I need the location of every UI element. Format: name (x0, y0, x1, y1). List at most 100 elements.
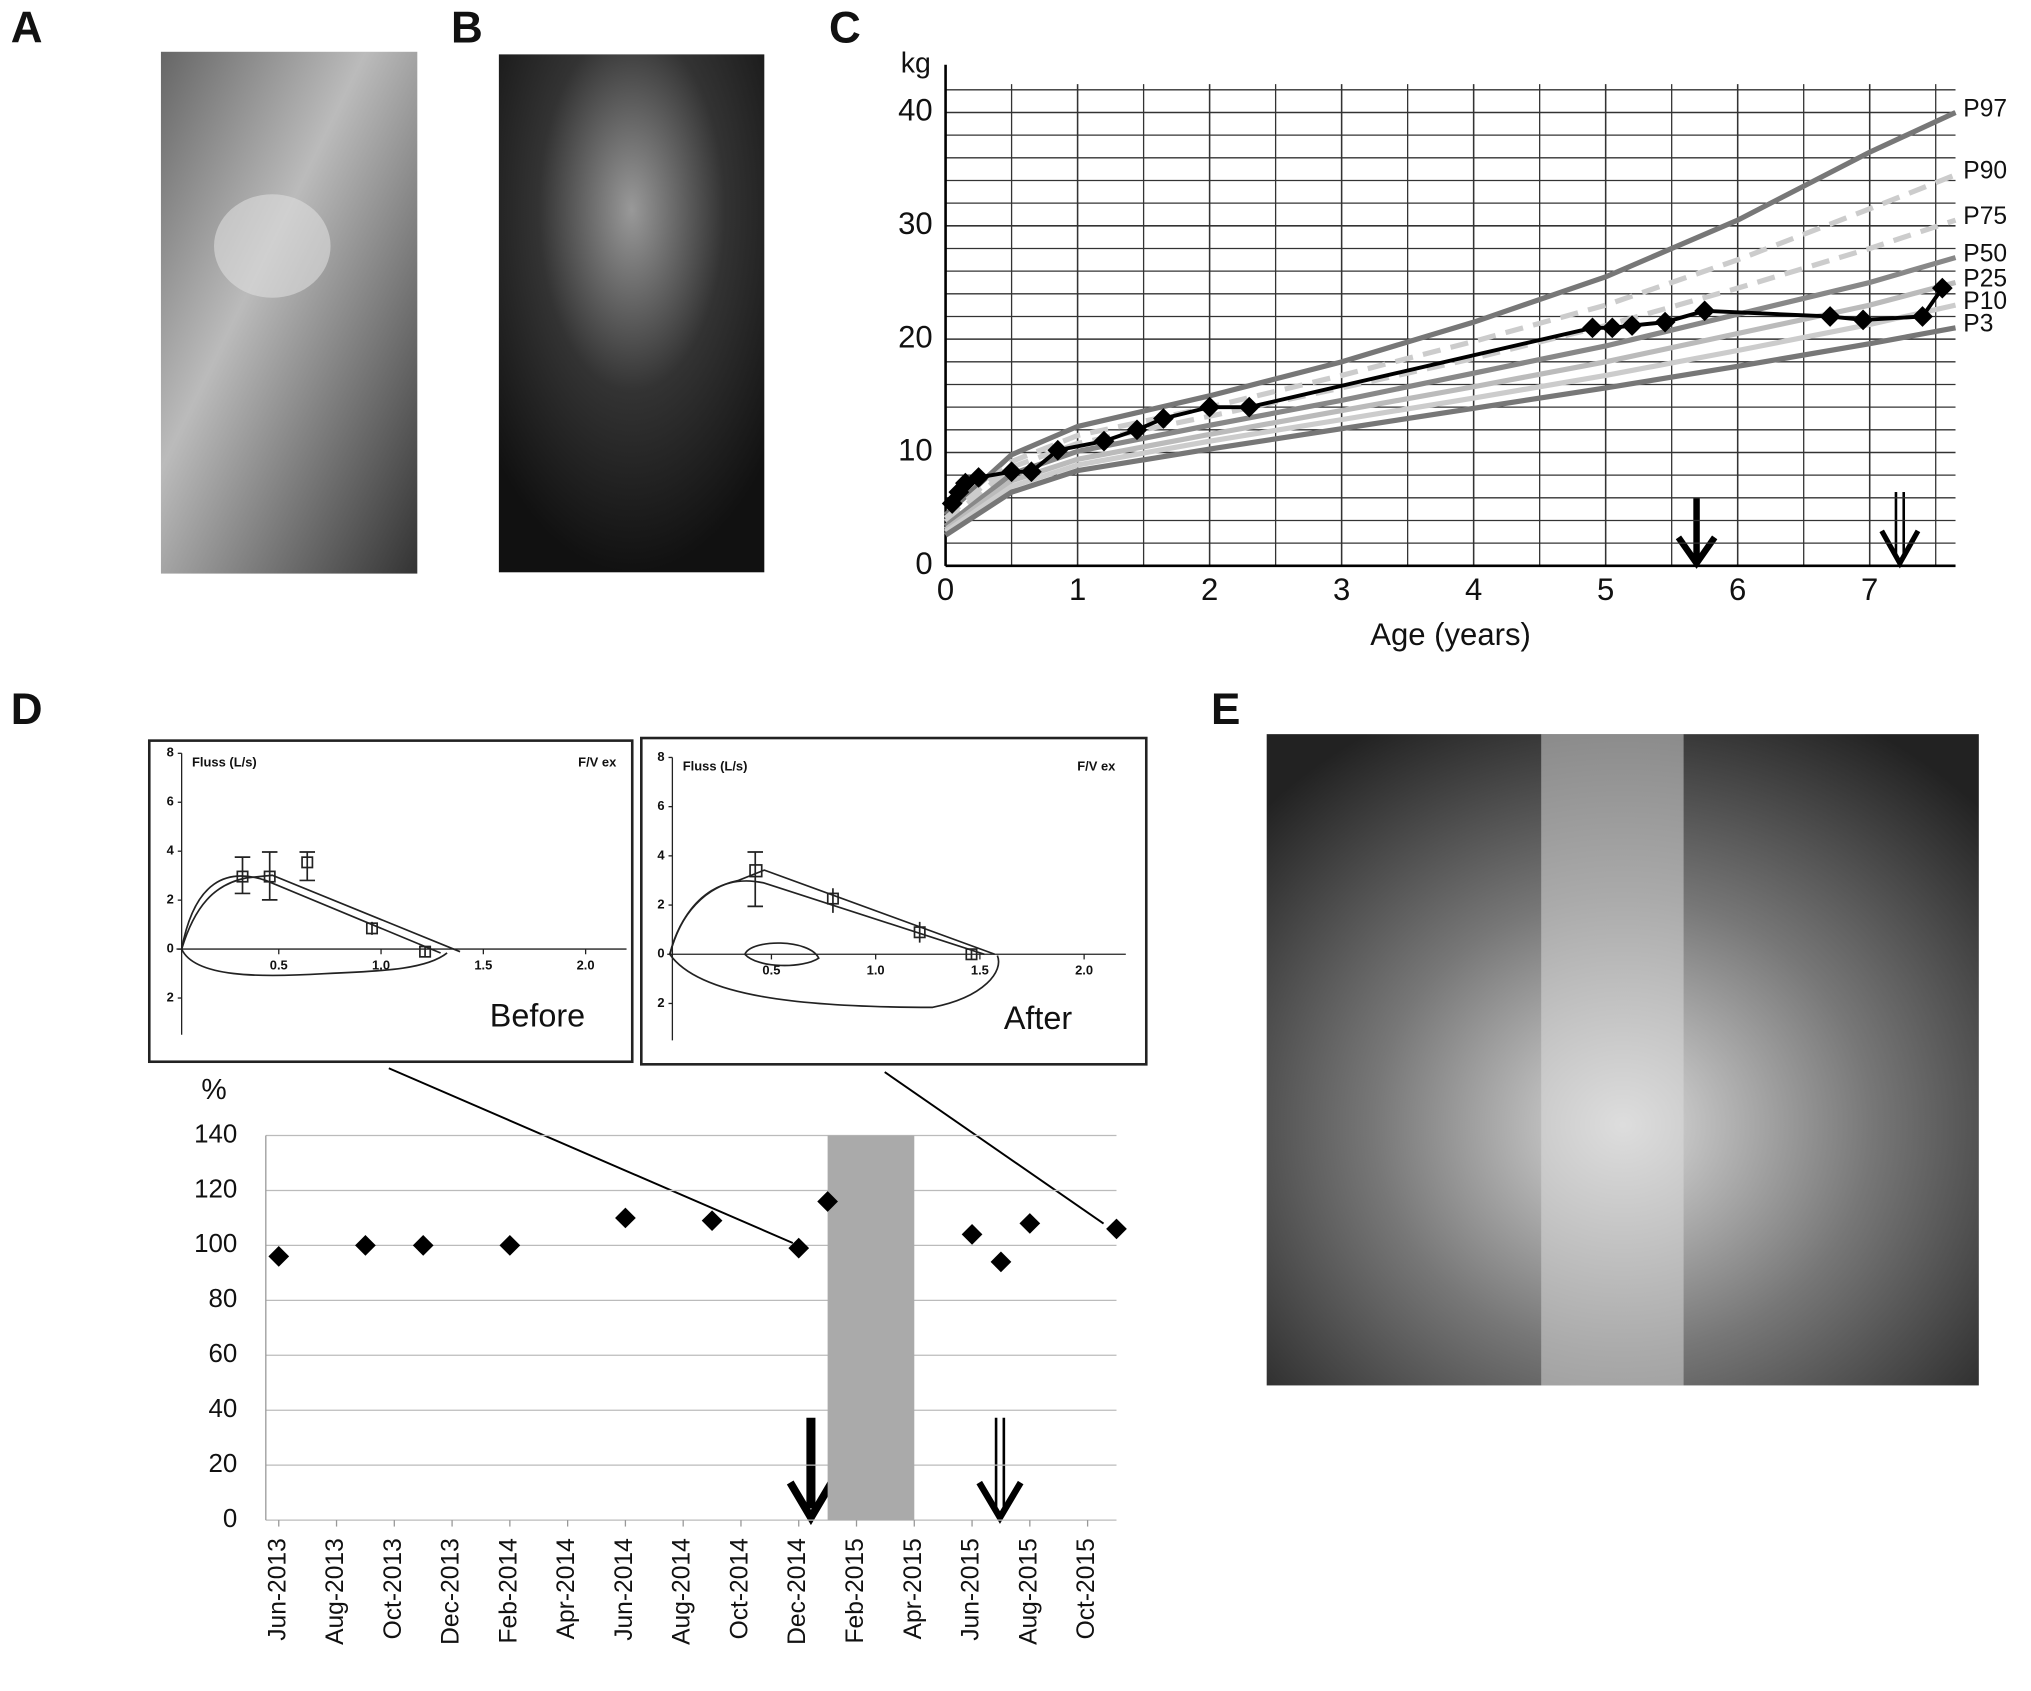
x-tick-label: Feb-2014 (495, 1538, 522, 1643)
inset-label: After (1004, 1000, 1073, 1036)
y-tick-label: 60 (209, 1340, 238, 1368)
xray-shoulder (160, 51, 418, 574)
data-point (1021, 461, 1042, 483)
series-line (944, 279, 1957, 532)
data-point (1126, 419, 1148, 441)
series-line (943, 172, 1957, 521)
x-tick-label: 5 (1597, 572, 1614, 607)
x-tick-label: 2 (1201, 572, 1218, 607)
bone-head (214, 194, 331, 298)
data-point (1106, 1218, 1127, 1240)
panel-label: A (11, 4, 43, 53)
data-point (701, 1210, 723, 1232)
x-tick-label: Oct-2015 (1073, 1538, 1100, 1639)
inset-y-tick-label: 2 (657, 896, 664, 911)
data-point (1093, 430, 1115, 452)
inset-y-tick-label: 4 (657, 847, 665, 862)
y-tick-label: 80 (209, 1285, 238, 1313)
inset-x-tick-label: 1.0 (867, 963, 885, 978)
panel-labels: A B C D E (11, 4, 1241, 734)
legend-label: P3 (1963, 311, 1993, 338)
legend-label: P25 (1963, 265, 2007, 292)
inset-x-tick-label: 0.5 (762, 963, 780, 978)
inset-mode: F/V ex (578, 755, 617, 770)
x-tick-label: Dec-2014 (784, 1538, 811, 1645)
inset-y-tick-label: 2 (167, 892, 174, 907)
x-axis-label: Age (years) (1370, 617, 1531, 652)
inset-y-tick-label: 4 (167, 843, 175, 858)
mri-arm (498, 54, 765, 573)
y-axis-label: % (201, 1074, 226, 1106)
inset-x-tick-label: 0.5 (270, 957, 288, 972)
data-point (1047, 439, 1069, 461)
data-point (1912, 306, 1933, 327)
data-point (1582, 317, 1603, 339)
mediastinum (1541, 734, 1684, 1386)
inset-title: Fluss (L/s) (192, 755, 257, 770)
inset-x-tick-label: 1.5 (971, 963, 989, 978)
data-point (1621, 315, 1643, 336)
data-point (268, 1246, 290, 1267)
panel-label: C (829, 4, 861, 53)
data-point (961, 1224, 983, 1245)
inset-y-tick-label: 2 (167, 989, 174, 1004)
inset-title: Fluss (L/s) (683, 759, 748, 774)
inset-after (640, 736, 1148, 1066)
y-tick-label: 140 (194, 1120, 237, 1148)
inset-y-tick-label: 2 (657, 995, 664, 1010)
data-point (1019, 1213, 1041, 1234)
data-point (1819, 306, 1841, 327)
data-point (1694, 300, 1716, 322)
x-tick-label: 4 (1465, 572, 1482, 607)
inset-x-tick-label: 1.5 (474, 957, 492, 972)
y-axis-label: kg (901, 47, 931, 79)
data-point (1001, 461, 1022, 483)
x-tick-label: Apr-2015 (900, 1538, 927, 1639)
inset-label: Before (490, 997, 585, 1033)
x-tick-label: Jun-2014 (611, 1538, 638, 1641)
inset-y-tick-label: 0 (167, 941, 174, 956)
x-tick-label: Jun-2015 (958, 1538, 985, 1641)
panel-label: B (451, 4, 483, 53)
x-tick-label: Oct-2014 (726, 1538, 753, 1639)
y-tick-label: 0 (223, 1505, 237, 1533)
data-point (1931, 277, 1953, 299)
data-point (788, 1237, 810, 1259)
legend-label: P10 (1963, 288, 2007, 315)
x-tick-label: 6 (1729, 572, 1746, 607)
x-tick-label: 1 (1069, 572, 1086, 607)
legend-label: P97 (1963, 95, 2007, 122)
inset-y-tick-label: 6 (167, 794, 174, 809)
data-point (412, 1235, 434, 1256)
data-point (1153, 408, 1174, 429)
series-line (943, 217, 1957, 524)
x-tick-label: Feb-2015 (842, 1538, 869, 1643)
legend-label: P50 (1963, 240, 2007, 267)
x-tick-label: Aug-2014 (669, 1538, 696, 1645)
inset-y-tick-label: 8 (657, 749, 664, 764)
y-tick-label: 0 (915, 546, 932, 581)
data-point (817, 1191, 838, 1212)
x-tick-label: Oct-2013 (380, 1538, 407, 1639)
y-tick-label: 120 (194, 1175, 237, 1203)
inset-x-tick-label: 2.0 (577, 957, 595, 972)
inset-y-tick-label: 6 (657, 798, 664, 813)
x-tick-label: 3 (1333, 572, 1350, 607)
data-point (499, 1235, 521, 1256)
legend-label: P75 (1963, 203, 2007, 230)
x-tick-label: Apr-2014 (553, 1538, 580, 1639)
y-tick-label: 100 (194, 1230, 237, 1258)
legend-label: P90 (1963, 158, 2007, 185)
shaded-period (827, 1135, 915, 1521)
data-point (968, 467, 989, 488)
x-tick-label: Aug-2013 (322, 1538, 349, 1645)
arrows (388, 492, 1921, 1526)
data-point (615, 1207, 636, 1229)
inset-mode: F/V ex (1077, 759, 1116, 774)
series-line (944, 325, 1956, 538)
y-tick-label: 40 (209, 1395, 238, 1423)
x-tick-label: Jun-2013 (264, 1538, 291, 1641)
y-tick-label: 10 (898, 433, 933, 468)
inset-before (147, 739, 634, 1064)
inset-y-tick-label: 8 (167, 745, 174, 760)
